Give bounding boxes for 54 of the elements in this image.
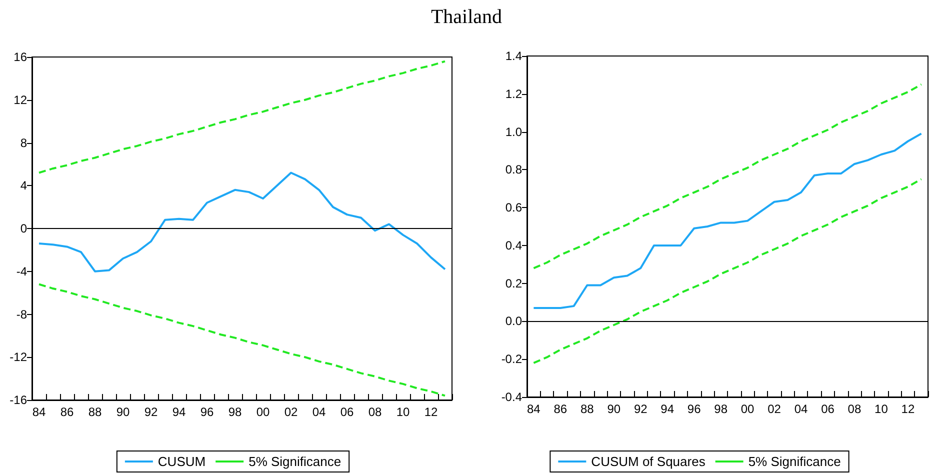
x-tick-label: 10 [396,405,410,419]
legend-label: CUSUM [158,454,206,469]
y-tick-label: -16 [10,393,28,407]
legend-label: CUSUM of Squares [591,454,706,469]
x-tick-label: 08 [848,402,862,416]
y-tick-label: -12 [10,350,28,364]
x-tick-label: 02 [284,405,298,419]
x-tick-label: 96 [200,405,214,419]
x-tick-label: 04 [312,405,326,419]
x-tick-label: 96 [687,402,702,416]
y-tick-label: 12 [14,92,28,107]
y-tick-label: 0.0 [505,314,522,328]
y-tick-label: 0.8 [505,162,522,177]
y-tick-label: 1.0 [505,124,522,139]
y-tick-label: -0.2 [501,352,522,366]
y-tick-label: -4 [16,264,28,278]
y-tick-label: 16 [14,50,28,64]
x-tick-label: 06 [821,402,835,416]
x-tick-label: 00 [740,402,755,416]
y-tick-label: 1.4 [505,49,522,63]
legend-label: 5% Significance [748,454,841,469]
x-tick-label: 98 [228,405,242,419]
y-tick-label: 0.6 [505,200,522,215]
y-tick-label: 0.2 [505,276,522,290]
y-tick-label: 8 [20,136,28,150]
x-tick-label: 84 [527,402,541,416]
y-tick-label: -0.4 [501,390,522,404]
x-tick-label: 88 [580,402,594,416]
x-tick-label: 92 [144,405,158,419]
legend-label: 5% Significance [248,454,342,469]
y-tick-label: 0.4 [505,238,522,252]
x-tick-label: 86 [60,405,74,419]
x-tick-label: 12 [424,405,438,419]
x-tick-label: 04 [794,402,808,416]
x-tick-label: 12 [901,402,915,416]
y-tick-label: 0 [20,222,28,236]
x-tick-label: 98 [714,402,728,416]
x-tick-label: 88 [88,405,102,419]
x-tick-label: 84 [32,405,46,419]
x-tick-label: 86 [554,402,568,416]
y-tick-label: -8 [16,307,28,322]
x-tick-label: 02 [768,402,782,416]
y-tick-label: 4 [20,178,28,193]
chart-title: Thailand [430,6,504,29]
x-tick-label: 06 [340,405,354,419]
x-tick-label: 00 [256,405,270,419]
x-tick-label: 08 [368,405,382,419]
x-tick-label: 94 [660,402,674,416]
x-tick-label: 92 [634,402,648,416]
y-tick-label: 1.2 [505,86,522,101]
x-tick-label: 90 [607,402,621,416]
x-tick-label: 94 [172,405,186,419]
x-tick-label: 90 [116,405,130,419]
x-tick-label: 10 [874,402,888,416]
